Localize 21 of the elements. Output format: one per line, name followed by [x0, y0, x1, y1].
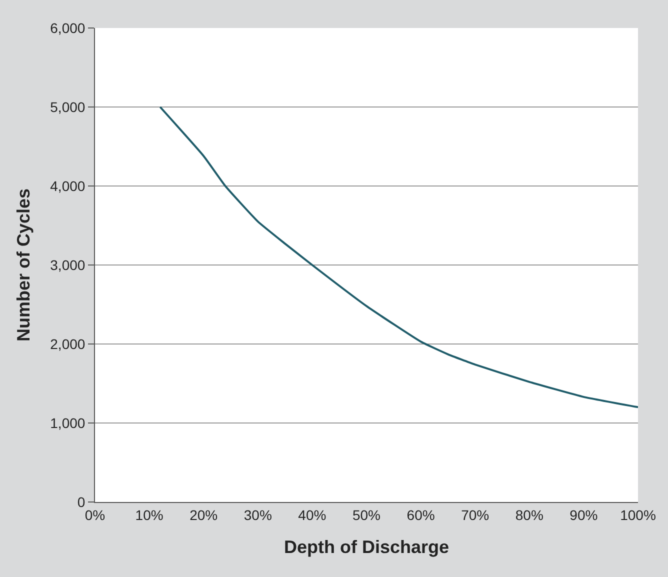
x-tick-label: 100% [620, 506, 656, 523]
line-series [159, 106, 638, 408]
x-tick-label: 50% [352, 506, 381, 523]
y-axis-title: Number of Cycles [13, 188, 34, 342]
x-tick-label: 60% [406, 506, 435, 523]
x-tick-label: 70% [461, 506, 490, 523]
x-tick-label: 80% [515, 506, 544, 523]
y-tick-label: 5,000 [50, 98, 86, 115]
y-tick-label: 4,000 [50, 178, 86, 194]
y-tick-label: 0 [77, 494, 86, 510]
x-tick-label: 0% [84, 506, 106, 523]
x-tick-label: 20% [190, 506, 218, 523]
x-tick-label: 30% [244, 506, 272, 523]
y-tick-label: 3,000 [50, 256, 86, 273]
y-tick-label: 2,000 [50, 336, 86, 352]
x-tick-label: 90% [570, 506, 598, 523]
y-tick-label: 1,000 [50, 414, 86, 431]
y-tick-label: 6,000 [50, 20, 86, 36]
x-tick-label: 40% [298, 506, 326, 523]
x-axis-title: Depth of Discharge [284, 536, 450, 557]
x-tick-label: 10% [135, 506, 164, 523]
